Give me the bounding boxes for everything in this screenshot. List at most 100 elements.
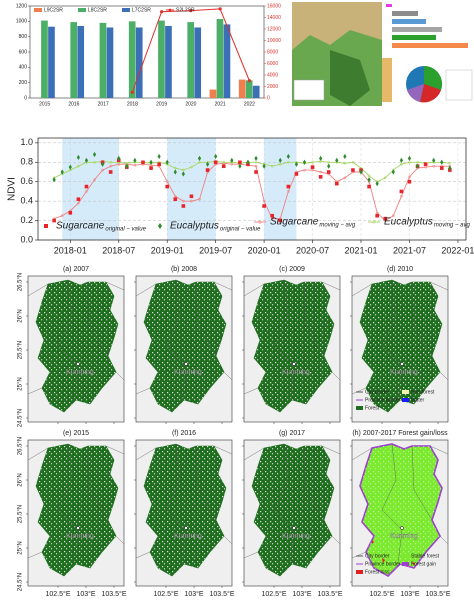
y2-tick-label: 12000 bbox=[267, 26, 281, 32]
point bbox=[423, 162, 428, 167]
line-point bbox=[218, 7, 222, 11]
moving-avg-point bbox=[400, 162, 403, 166]
x-tick-label: 2015 bbox=[39, 101, 50, 107]
city-marker bbox=[184, 362, 188, 366]
point bbox=[335, 157, 339, 163]
legend-label: City border bbox=[365, 553, 390, 559]
moving-avg-point bbox=[165, 180, 169, 184]
point bbox=[399, 189, 404, 194]
province-border bbox=[243, 445, 341, 559]
point bbox=[415, 163, 420, 169]
moving-avg-point bbox=[327, 160, 331, 164]
point bbox=[448, 165, 452, 171]
city-border bbox=[381, 443, 433, 565]
point bbox=[432, 157, 436, 163]
x-tick-label: 2020 bbox=[185, 101, 196, 107]
bar bbox=[128, 21, 136, 98]
map-panel: Kunming 102.5°E 103°E 103.5°E 26.5°N 26°N 25.5… bbox=[18, 437, 127, 598]
panel-title: (g) 2017 bbox=[279, 430, 305, 437]
y-tick-label: 1200 bbox=[16, 3, 27, 9]
point bbox=[165, 184, 170, 189]
moving-avg-point bbox=[424, 165, 427, 169]
panel-title: (e) 2015 bbox=[63, 430, 89, 437]
y-tick-label: 400 bbox=[19, 65, 28, 71]
legend-label: Province border bbox=[365, 561, 401, 567]
point bbox=[278, 218, 283, 223]
map-panel: Kunming 102.5°E 103°E 103.5°E bbox=[134, 439, 235, 598]
moving-avg-point bbox=[109, 164, 113, 168]
y2-tick-label: 14000 bbox=[267, 15, 281, 21]
point bbox=[407, 179, 412, 184]
point bbox=[205, 161, 210, 167]
lon-label: 103.5°E bbox=[426, 590, 451, 598]
x-tick-label: 2018-07 bbox=[102, 245, 135, 255]
lat-label: 26°N bbox=[18, 309, 24, 322]
panel-title: (d) 2010 bbox=[387, 266, 413, 273]
y-tick-label: 0.0 bbox=[20, 234, 33, 244]
y2-tick-label: 4000 bbox=[267, 72, 278, 78]
moving-avg-point bbox=[391, 214, 395, 218]
lon-label: 102.5°E bbox=[370, 590, 395, 598]
legend-label: Eucalyptus bbox=[170, 221, 219, 232]
moving-avg-point bbox=[343, 161, 347, 165]
legend-label: Province border bbox=[365, 397, 401, 403]
point bbox=[230, 157, 234, 163]
point bbox=[213, 160, 218, 165]
point bbox=[133, 157, 137, 163]
lon-label: 103°E bbox=[184, 590, 203, 598]
bar bbox=[99, 22, 107, 98]
point bbox=[181, 204, 186, 208]
legend-label: Stable forest bbox=[411, 553, 440, 559]
city-border bbox=[57, 279, 109, 401]
lon-label: 103°E bbox=[292, 590, 311, 598]
point bbox=[375, 213, 379, 218]
moving-avg-point bbox=[77, 201, 80, 205]
point bbox=[351, 168, 355, 172]
x-tick-label: 2022 bbox=[244, 101, 255, 107]
city-marker bbox=[76, 362, 80, 366]
line-point bbox=[130, 90, 134, 94]
moving-avg-point bbox=[93, 178, 96, 182]
lon-label: 103°E bbox=[400, 590, 419, 598]
point bbox=[302, 159, 307, 165]
map-panel: Kunming 26.5°N 26°N 25.5°N 25°N 24.5°N bbox=[18, 273, 125, 427]
city-label: Kunming bbox=[66, 533, 94, 540]
moving-avg-point bbox=[375, 211, 379, 215]
bar bbox=[223, 24, 231, 98]
point bbox=[173, 197, 178, 201]
moving-avg-point bbox=[254, 164, 258, 168]
plot-frame bbox=[37, 137, 467, 241]
moving-avg-point bbox=[400, 194, 403, 198]
point bbox=[375, 181, 379, 187]
point bbox=[238, 160, 242, 165]
y-tick-label: 0 bbox=[24, 95, 27, 101]
point bbox=[238, 163, 242, 169]
legend-swatch bbox=[168, 8, 172, 12]
panel-title: (h) 2007-2017 Forest gain/loss bbox=[352, 430, 448, 437]
legend-label: Forest gain bbox=[411, 561, 436, 567]
y-tick-label: 200 bbox=[19, 80, 28, 86]
y2-tick-label: 10000 bbox=[267, 38, 281, 44]
point bbox=[149, 159, 153, 165]
lat-label: 24.5°N bbox=[18, 409, 24, 427]
point bbox=[367, 184, 371, 189]
point bbox=[254, 155, 258, 161]
map-panel: Kunming bbox=[134, 275, 233, 424]
moving-avg-point bbox=[270, 217, 274, 220]
lon-label: 102.5°E bbox=[154, 590, 179, 598]
legend-label: Sugarcane bbox=[56, 221, 105, 232]
point bbox=[197, 155, 202, 161]
map-panel: Kunming 102.5°E 103°E 103.5°E bbox=[242, 439, 343, 598]
legend-subscript: moving − avg bbox=[319, 223, 356, 229]
point bbox=[157, 162, 161, 167]
point bbox=[84, 184, 89, 189]
bar bbox=[209, 89, 217, 98]
panel-title: (f) 2016 bbox=[172, 430, 196, 437]
bar bbox=[135, 27, 143, 98]
province-border bbox=[243, 281, 341, 395]
lon-label: 103.5°E bbox=[102, 590, 127, 598]
forest-loss bbox=[372, 540, 415, 566]
legend-label: S2L2SR bbox=[176, 7, 195, 13]
moving-avg-point bbox=[311, 160, 314, 164]
point bbox=[205, 168, 210, 172]
